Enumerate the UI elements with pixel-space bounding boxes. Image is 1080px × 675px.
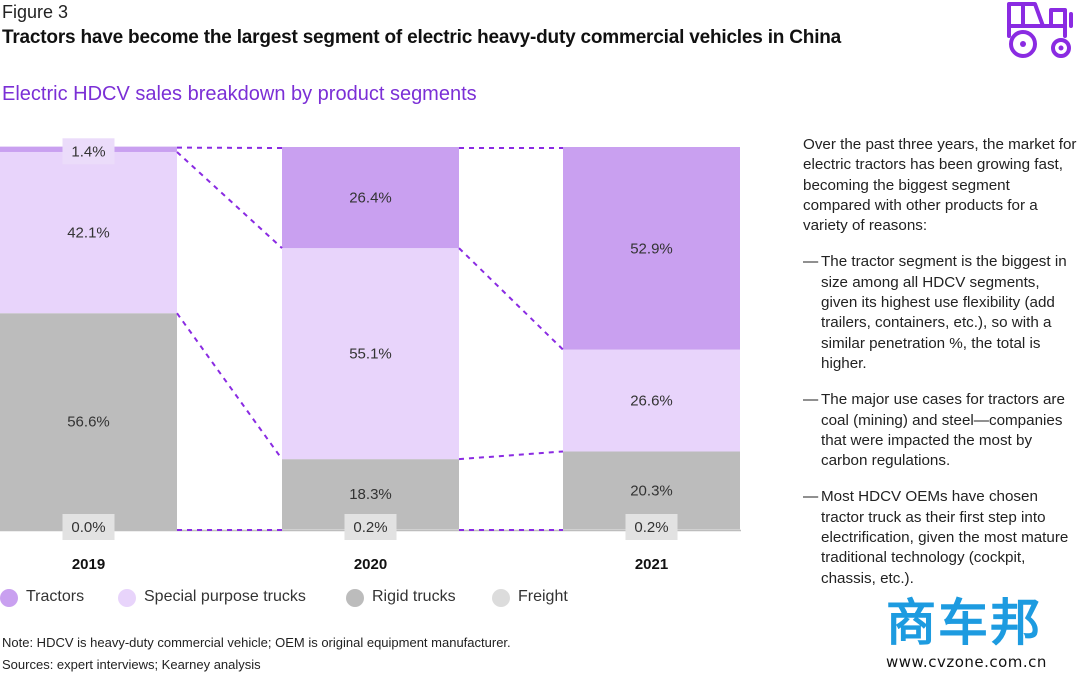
x-tick-label-2021: 2021 [635, 556, 668, 573]
sources-line: Sources: expert interviews; Kearney anal… [2, 657, 261, 672]
data-label-rigid-trucks-2020: 18.3% [349, 486, 392, 503]
watermark-url: www.cvzone.com.cn [886, 653, 1047, 671]
commentary-panel: Over the past three years, the market fo… [803, 135, 1078, 605]
tractor-icon [1007, 2, 1073, 58]
legend-swatch [0, 589, 18, 607]
footnote: Note: HDCV is heavy-duty commercial vehi… [2, 635, 511, 650]
commentary-bullet: — Most HDCV OEMs have chosen tractor tru… [803, 487, 1078, 588]
bullet-dash: — [803, 391, 819, 409]
bullet-dash: — [803, 488, 819, 506]
legend-swatch [492, 589, 510, 607]
data-label-box [62, 138, 115, 165]
bar-special-purpose-trucks-2020 [282, 248, 459, 460]
legend-label: Freight [518, 588, 568, 605]
bar-tractors-2021 [563, 147, 740, 350]
watermark-logo: 商车邦 [886, 594, 1042, 652]
commentary-intro: Over the past three years, the market fo… [803, 136, 1077, 235]
data-label-box [625, 514, 678, 540]
bullet-text: Most HDCV OEMs have chosen tractor truck… [821, 488, 1069, 587]
legend-swatch [118, 589, 136, 607]
commentary-bullet: — The tractor segment is the biggest in … [803, 252, 1078, 374]
bullet-text: The major use cases for tractors are coa… [821, 391, 1065, 470]
data-label-freight-2019: 0.0% [71, 519, 105, 536]
data-label-tractors-2019: 1.4% [71, 143, 105, 160]
data-label-special-purpose-trucks-2020: 55.1% [349, 346, 392, 363]
legend-label: Tractors [26, 588, 85, 605]
x-tick-label-2019: 2019 [72, 556, 105, 573]
figure-label: Figure 3 [2, 2, 69, 22]
bar-tractors-2020 [282, 147, 459, 249]
data-label-rigid-trucks-2021: 20.3% [630, 482, 673, 499]
data-label-rigid-trucks-2019: 56.6% [67, 414, 110, 431]
bar-special-purpose-trucks-2019 [0, 151, 177, 314]
bullet-dash: — [803, 253, 819, 271]
connector-line [176, 312, 283, 460]
bar-special-purpose-trucks-2021 [563, 349, 740, 452]
bar-rigid-trucks-2019 [0, 313, 177, 530]
legend-label: Rigid trucks [372, 588, 456, 605]
commentary-bullet: — The major use cases for tractors are c… [803, 390, 1078, 471]
connector-line [458, 247, 564, 351]
x-tick-label-2020: 2020 [354, 556, 387, 573]
stacked-bar-chart: 0.0% 56.6% 42.1% 1.4% 2019 0.2% 18.3% 55.1% 26.4… [0, 138, 741, 573]
connector-line [458, 450, 564, 461]
data-label-box [62, 514, 115, 540]
data-label-freight-2020: 0.2% [353, 519, 387, 536]
data-label-tractors-2020: 26.4% [349, 190, 392, 207]
bullet-text: The tractor segment is the biggest in si… [821, 253, 1067, 372]
page-title: Tractors have become the largest segment… [2, 27, 842, 48]
data-label-tractors-2021: 52.9% [630, 240, 673, 257]
legend-label: Special purpose trucks [144, 588, 306, 605]
data-label-special-purpose-trucks-2021: 26.6% [630, 393, 673, 410]
data-label-freight-2021: 0.2% [634, 519, 668, 536]
watermark: 商车邦 www.cvzone.com.cn [882, 583, 1078, 673]
data-label-box [344, 514, 397, 540]
chart-subtitle: Electric HDCV sales breakdown by product… [2, 83, 477, 105]
connector-line [176, 151, 283, 249]
data-label-special-purpose-trucks-2019: 42.1% [67, 225, 110, 242]
legend-swatch [346, 589, 364, 607]
